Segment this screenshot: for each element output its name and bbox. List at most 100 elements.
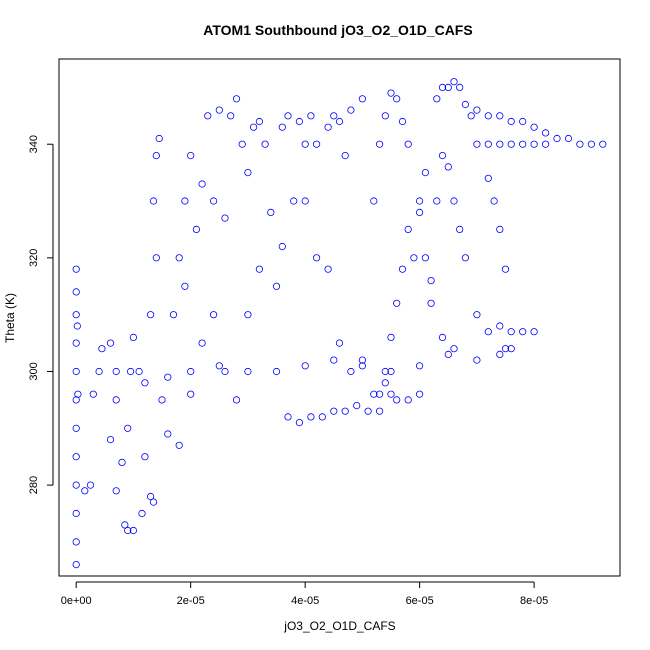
data-point [415, 390, 424, 398]
data-point [250, 123, 258, 131]
data-point [330, 407, 338, 415]
x-tick-label: 0e+00 [61, 595, 92, 607]
data-point [438, 152, 447, 160]
data-point [307, 112, 315, 120]
data-point [410, 254, 418, 262]
data-point [187, 390, 195, 398]
data-point [284, 112, 292, 120]
data-point [330, 356, 338, 364]
data-point [72, 538, 80, 546]
data-point [198, 180, 206, 188]
data-point [192, 225, 200, 233]
chart-title: ATOM1 Southbound jO3_O2_O1D_CAFS [203, 22, 472, 38]
data-point [72, 265, 80, 273]
data-point [496, 322, 504, 330]
data-point [106, 339, 115, 347]
data-point [404, 396, 412, 404]
data-point [450, 78, 458, 86]
data-point [187, 152, 195, 160]
data-point [553, 134, 561, 143]
data-point [215, 106, 223, 114]
x-tick-label: 2e-05 [177, 595, 205, 607]
data-point [387, 390, 395, 398]
data-point [72, 560, 80, 569]
data-point [519, 328, 527, 336]
data-point [72, 453, 80, 461]
data-point [450, 197, 458, 205]
data-point [255, 117, 263, 126]
data-point [358, 95, 366, 103]
data-point [124, 424, 132, 432]
data-point [72, 311, 80, 319]
data-point [124, 526, 132, 535]
data-point [375, 390, 384, 398]
data-point [324, 265, 332, 273]
data-point [98, 345, 106, 353]
data-point [381, 379, 389, 387]
data-point [421, 169, 429, 177]
data-point [541, 129, 550, 137]
data-point [541, 140, 550, 148]
data-point [461, 100, 469, 109]
data-point [370, 197, 378, 205]
data-point [501, 265, 510, 273]
y-axis: 280 300 320 340 [28, 135, 54, 494]
data-point [175, 441, 183, 449]
data-point [112, 396, 120, 404]
data-point [135, 367, 143, 376]
data-point [74, 390, 82, 398]
data-point [393, 299, 401, 307]
data-point [72, 339, 80, 347]
data-point [335, 117, 344, 126]
data-point [244, 169, 252, 177]
data-point [507, 117, 515, 126]
data-point [221, 367, 229, 376]
data-point [381, 367, 389, 376]
data-point [72, 509, 80, 518]
data-point [244, 367, 252, 376]
data-point [112, 487, 120, 495]
data-point [72, 367, 80, 376]
data-point [312, 254, 321, 262]
y-axis-label: Theta (K) [3, 293, 17, 343]
data-point [530, 328, 538, 336]
data-point [473, 140, 481, 148]
data-point [72, 481, 80, 489]
data-point [473, 356, 481, 364]
data-point [490, 197, 498, 205]
data-points [72, 78, 607, 569]
data-point [295, 418, 303, 427]
data-point [149, 498, 158, 506]
data-point [599, 140, 607, 148]
data-point [204, 112, 212, 120]
data-point [290, 197, 298, 205]
data-point [330, 112, 338, 120]
data-point [564, 134, 573, 143]
plot-frame [58, 58, 621, 577]
data-point [375, 140, 384, 148]
data-point [461, 254, 469, 262]
data-point [232, 396, 241, 404]
data-point [272, 367, 281, 376]
data-point [284, 413, 292, 421]
data-point [169, 311, 178, 319]
data-point [227, 112, 235, 120]
data-point [427, 299, 435, 307]
data-point [507, 328, 515, 336]
data-point [158, 396, 166, 404]
data-point [576, 140, 584, 148]
data-point [164, 430, 172, 438]
data-point [312, 140, 321, 148]
data-point [147, 492, 155, 501]
data-point [353, 401, 361, 410]
data-point [496, 140, 504, 148]
data-point [484, 140, 492, 148]
data-point [221, 214, 229, 222]
data-point [141, 379, 149, 387]
data-point [129, 333, 137, 341]
data-point [127, 367, 135, 376]
data-point [181, 197, 189, 205]
data-point [210, 311, 218, 319]
data-point [318, 413, 326, 421]
data-point [181, 282, 189, 290]
